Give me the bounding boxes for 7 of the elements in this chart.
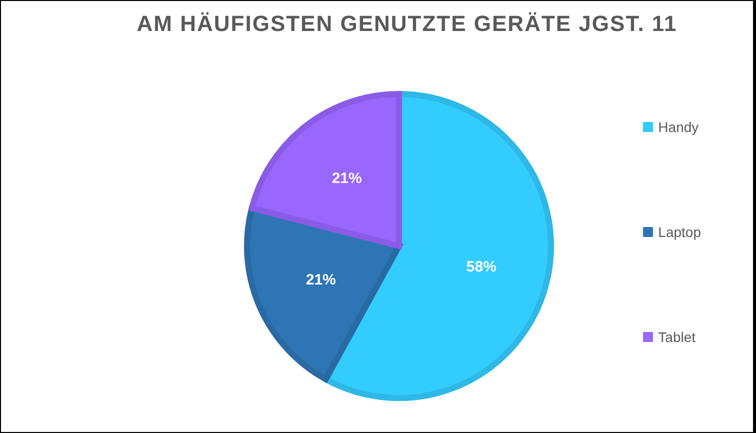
legend-label: Handy <box>658 119 699 135</box>
data-label: 21% <box>332 170 362 188</box>
data-label: 21% <box>306 271 336 288</box>
legend-label: Laptop <box>658 224 701 240</box>
data-label: 58% <box>466 258 496 276</box>
chart-title: AM HÄUFIGSTEN GENUTZTE GERÄTE JGST. 11 <box>136 11 678 37</box>
legend-label: Tablet <box>658 329 696 345</box>
